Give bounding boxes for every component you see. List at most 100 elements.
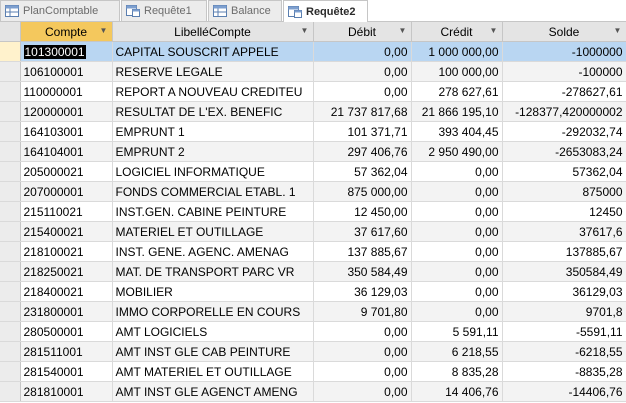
table-row[interactable]: 205000021 LOGICIEL INFORMATIQUE 57 362,04 0… <box>0 161 626 182</box>
cell-solde[interactable]: -100000 <box>502 61 626 82</box>
cell-debit[interactable]: 137 885,67 <box>313 241 412 262</box>
cell-libelle[interactable]: AMT MATERIEL ET OUTILLAGE <box>112 361 314 382</box>
cell-debit[interactable]: 0,00 <box>313 41 412 62</box>
cell-libelle[interactable]: RESERVE LEGALE <box>112 61 314 82</box>
cell-solde[interactable]: -278627,61 <box>502 81 626 102</box>
cell-debit[interactable]: 0,00 <box>313 321 412 342</box>
cell-solde[interactable]: 875000 <box>502 181 626 202</box>
cell-libelle[interactable]: MATERIEL ET OUTILLAGE <box>112 221 314 242</box>
cell-compte[interactable]: 281511001 <box>20 341 113 362</box>
row-selector[interactable] <box>0 181 21 202</box>
table-row[interactable]: 101300001 CAPITAL SOUSCRIT APPELE 0,00 1 00… <box>0 41 626 62</box>
cell-solde[interactable]: -14406,76 <box>502 381 626 402</box>
cell-libelle[interactable]: LOGICIEL INFORMATIQUE <box>112 161 314 182</box>
row-selector[interactable] <box>0 221 21 242</box>
cell-solde[interactable]: -292032,74 <box>502 121 626 142</box>
row-selector[interactable] <box>0 81 21 102</box>
cell-credit[interactable]: 21 866 195,10 <box>411 101 503 122</box>
cell-libelle[interactable]: AMT LOGICIELS <box>112 321 314 342</box>
cell-solde[interactable]: -6218,55 <box>502 341 626 362</box>
chevron-down-icon[interactable]: ▼ <box>300 26 309 35</box>
cell-solde[interactable]: 36129,03 <box>502 281 626 302</box>
cell-credit[interactable]: 0,00 <box>411 181 503 202</box>
chevron-down-icon[interactable]: ▼ <box>398 26 407 35</box>
cell-credit[interactable]: 5 591,11 <box>411 321 503 342</box>
cell-credit[interactable]: 14 406,76 <box>411 381 503 402</box>
cell-libelle[interactable]: EMPRUNT 2 <box>112 141 314 162</box>
cell-libelle[interactable]: INST.GEN. CABINE PEINTURE <box>112 201 314 222</box>
tab-plancomptable[interactable]: PlanComptable <box>0 0 120 21</box>
cell-debit[interactable]: 0,00 <box>313 341 412 362</box>
row-selector[interactable] <box>0 341 21 362</box>
cell-libelle[interactable]: INST. GENE. AGENC. AMENAG <box>112 241 314 262</box>
cell-debit[interactable]: 350 584,49 <box>313 261 412 282</box>
cell-libelle[interactable]: FONDS COMMERCIAL ETABL. 1 <box>112 181 314 202</box>
cell-credit[interactable]: 0,00 <box>411 161 503 182</box>
cell-debit[interactable]: 0,00 <box>313 361 412 382</box>
column-header-libelle[interactable]: LibelléCompte ▼ <box>112 22 314 42</box>
cell-compte[interactable]: 218400021 <box>20 281 113 302</box>
cell-debit[interactable]: 297 406,76 <box>313 141 412 162</box>
cell-compte[interactable]: 101300001 <box>20 41 113 62</box>
cell-debit[interactable]: 57 362,04 <box>313 161 412 182</box>
cell-credit[interactable]: 278 627,61 <box>411 81 503 102</box>
cell-solde[interactable]: 9701,8 <box>502 301 626 322</box>
cell-compte[interactable]: 110000001 <box>20 81 113 102</box>
cell-compte[interactable]: 281810001 <box>20 381 113 402</box>
table-row[interactable]: 281810001 AMT INST GLE AGENCT AMENG 0,00 14… <box>0 381 626 402</box>
chevron-down-icon[interactable]: ▼ <box>489 26 498 35</box>
row-selector[interactable] <box>0 281 21 302</box>
cell-compte[interactable]: 215400021 <box>20 221 113 242</box>
cell-credit[interactable]: 6 218,55 <box>411 341 503 362</box>
row-selector[interactable] <box>0 161 21 182</box>
cell-solde[interactable]: 350584,49 <box>502 261 626 282</box>
cell-libelle[interactable]: MOBILIER <box>112 281 314 302</box>
cell-debit[interactable]: 0,00 <box>313 61 412 82</box>
cell-solde[interactable]: 57362,04 <box>502 161 626 182</box>
selected-cell-text[interactable]: 101300001 <box>23 44 86 59</box>
cell-compte[interactable]: 106100001 <box>20 61 113 82</box>
row-selector[interactable] <box>0 381 21 402</box>
cell-debit[interactable]: 9 701,80 <box>313 301 412 322</box>
cell-libelle[interactable]: CAPITAL SOUSCRIT APPELE <box>112 41 314 62</box>
cell-compte[interactable]: 215110021 <box>20 201 113 222</box>
chevron-down-icon[interactable]: ▼ <box>613 26 622 35</box>
table-row[interactable]: 280500001 AMT LOGICIELS 0,00 5 591,11 -5591,… <box>0 321 626 342</box>
cell-debit[interactable]: 0,00 <box>313 381 412 402</box>
row-selector[interactable] <box>0 141 21 162</box>
cell-compte[interactable]: 164103001 <box>20 121 113 142</box>
cell-credit[interactable]: 8 835,28 <box>411 361 503 382</box>
cell-solde[interactable]: -5591,11 <box>502 321 626 342</box>
column-header-solde[interactable]: Solde ▼ <box>502 22 626 42</box>
cell-credit[interactable]: 0,00 <box>411 221 503 242</box>
table-row[interactable]: 106100001 RESERVE LEGALE 0,00 100 000,00 -10… <box>0 61 626 82</box>
cell-debit[interactable]: 21 737 817,68 <box>313 101 412 122</box>
cell-solde[interactable]: -8835,28 <box>502 361 626 382</box>
cell-debit[interactable]: 101 371,71 <box>313 121 412 142</box>
cell-compte[interactable]: 281540001 <box>20 361 113 382</box>
cell-debit[interactable]: 875 000,00 <box>313 181 412 202</box>
cell-credit[interactable]: 0,00 <box>411 301 503 322</box>
cell-libelle[interactable]: AMT INST GLE AGENCT AMENG <box>112 381 314 402</box>
row-selector[interactable] <box>0 41 21 62</box>
row-selector[interactable] <box>0 121 21 142</box>
row-selector[interactable] <box>0 101 21 122</box>
tab-requete2[interactable]: Requête2 <box>283 0 368 22</box>
table-row[interactable]: 281511001 AMT INST GLE CAB PEINTURE 0,00 6 … <box>0 341 626 362</box>
row-selector[interactable] <box>0 241 21 262</box>
cell-compte[interactable]: 205000021 <box>20 161 113 182</box>
cell-solde[interactable]: -1000000 <box>502 41 626 62</box>
cell-solde[interactable]: -2653083,24 <box>502 141 626 162</box>
cell-compte[interactable]: 280500001 <box>20 321 113 342</box>
cell-solde[interactable]: -128377,420000002 <box>502 101 626 122</box>
tab-balance[interactable]: Balance <box>208 0 282 21</box>
cell-compte[interactable]: 207000001 <box>20 181 113 202</box>
cell-debit[interactable]: 37 617,60 <box>313 221 412 242</box>
cell-libelle[interactable]: AMT INST GLE CAB PEINTURE <box>112 341 314 362</box>
table-row[interactable]: 218250021 MAT. DE TRANSPORT PARC VR 350 58… <box>0 261 626 282</box>
table-row[interactable]: 207000001 FONDS COMMERCIAL ETABL. 1 875 00… <box>0 181 626 202</box>
column-header-compte[interactable]: Compte ▼ <box>20 22 113 42</box>
row-selector[interactable] <box>0 201 21 222</box>
cell-compte[interactable]: 231800001 <box>20 301 113 322</box>
cell-debit[interactable]: 0,00 <box>313 81 412 102</box>
